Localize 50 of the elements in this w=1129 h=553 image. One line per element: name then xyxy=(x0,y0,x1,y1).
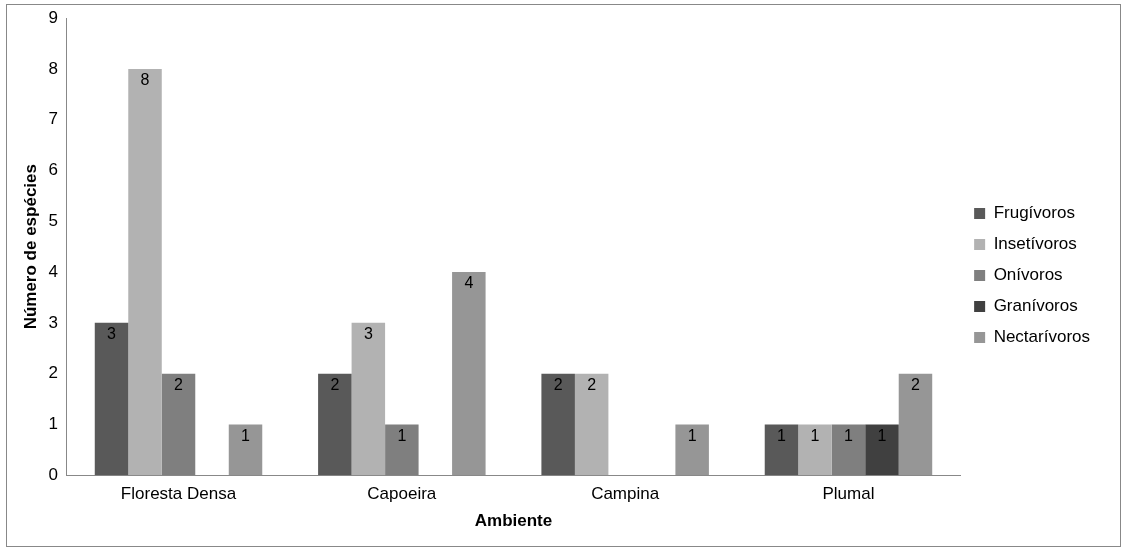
data-label: 8 xyxy=(140,71,150,89)
legend-label: Insetívoros xyxy=(993,234,1077,254)
data-label: 3 xyxy=(107,325,117,343)
data-label: 2 xyxy=(911,376,921,394)
bar xyxy=(798,424,832,476)
y-tick-label: 5 xyxy=(48,211,58,230)
data-label: 2 xyxy=(587,376,597,394)
data-label: 1 xyxy=(877,426,887,444)
y-tick-label: 7 xyxy=(48,109,58,129)
bar xyxy=(128,68,162,476)
data-label: 1 xyxy=(844,426,854,444)
y-tick-label: 2 xyxy=(48,363,58,383)
y-tick-label: 3 xyxy=(48,312,58,332)
y-tick-label: 4 xyxy=(48,261,58,281)
y-tick-label: 8 xyxy=(48,58,58,78)
x-tick-label: Floresta Densa xyxy=(120,484,237,504)
data-label: 3 xyxy=(363,325,373,343)
bar xyxy=(898,373,933,476)
y-tick-label: 9 xyxy=(48,7,58,27)
bar xyxy=(94,322,129,476)
data-label: 1 xyxy=(687,426,697,444)
bar xyxy=(351,322,386,476)
bar xyxy=(318,373,352,476)
bar xyxy=(541,373,575,476)
legend-label: Granívoros xyxy=(993,296,1078,316)
y-tick-label: 1 xyxy=(48,414,58,434)
legend-label: Frugívoros xyxy=(993,203,1075,223)
bar xyxy=(452,272,486,476)
bar xyxy=(764,424,799,476)
y-tick-label: 6 xyxy=(48,160,58,180)
bar xyxy=(865,424,899,476)
data-label: 1 xyxy=(810,426,820,444)
data-label: 1 xyxy=(397,426,407,444)
data-label: 1 xyxy=(777,426,787,444)
x-tick-label: Capoeira xyxy=(367,484,437,504)
x-tick-label: Plumal xyxy=(822,484,875,504)
data-label: 1 xyxy=(241,426,251,444)
y-tick-label: 0 xyxy=(48,464,58,484)
legend-label: Onívoros xyxy=(993,265,1063,285)
legend-label: Nectarívoros xyxy=(993,327,1091,347)
bar xyxy=(675,424,709,476)
data-label: 2 xyxy=(174,376,184,394)
x-axis-title: Ambiente xyxy=(474,511,553,531)
x-tick-label: Campina xyxy=(591,484,660,504)
bar xyxy=(228,424,263,476)
bar xyxy=(574,373,609,476)
data-label: 2 xyxy=(330,376,340,394)
data-label: 4 xyxy=(464,274,474,292)
data-label: 2 xyxy=(553,376,563,394)
y-axis-title: Número de espécies xyxy=(20,164,40,330)
